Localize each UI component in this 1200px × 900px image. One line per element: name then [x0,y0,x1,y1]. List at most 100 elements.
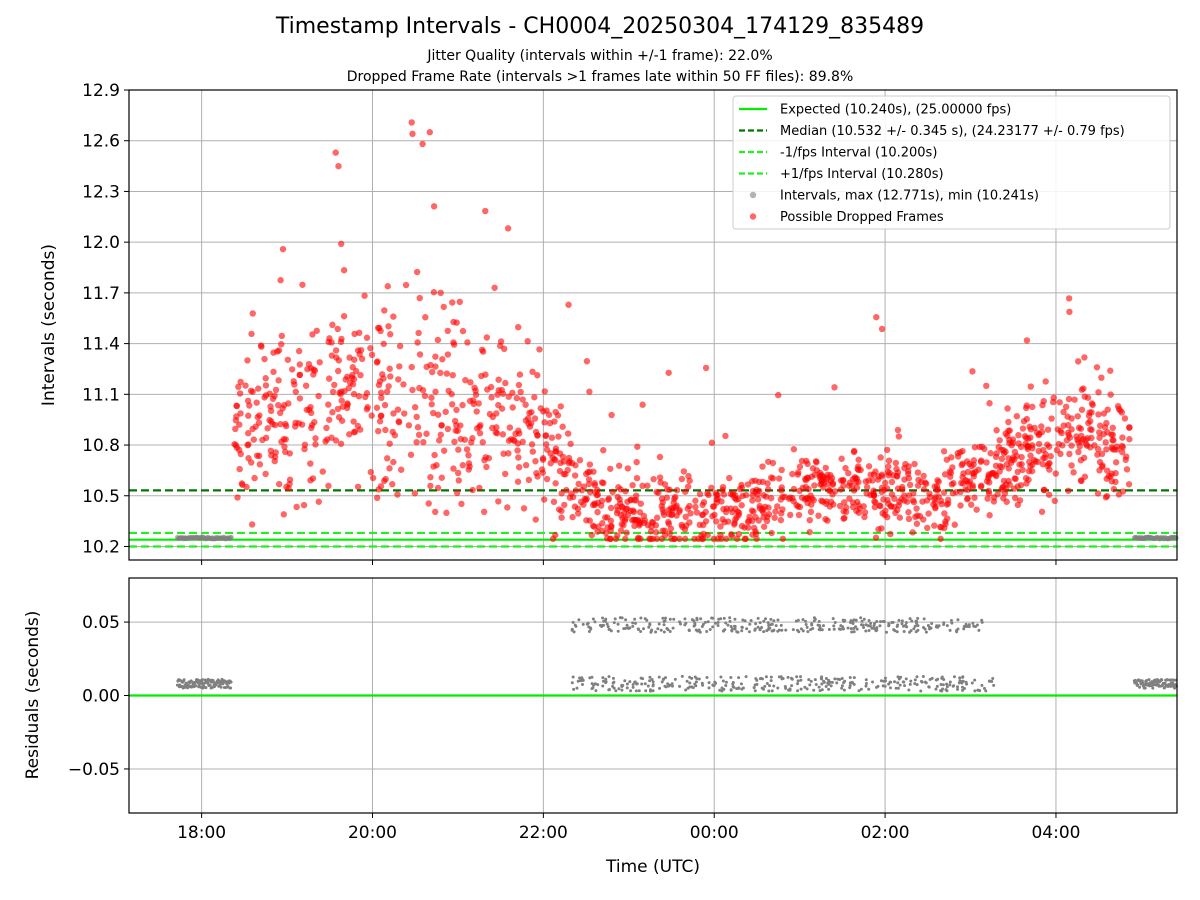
dropped-frame-point [883,446,891,454]
dropped-frame-point [541,388,548,395]
residual-point [1173,686,1177,690]
residual-point [956,627,960,631]
dropped-frame-point [735,530,743,538]
dropped-frame-point [877,454,884,461]
residual-point [949,618,953,622]
residual-point [796,689,800,693]
top-plot-frame [128,89,1178,561]
dropped-frame-point [1096,434,1103,441]
dropped-frame-point [598,479,606,486]
residual-point [722,616,726,620]
dropped-frame-point [295,347,303,355]
dropped-frame-point [528,409,535,416]
residual-point [708,628,712,632]
residual-point [864,682,868,686]
x-tick-label: 22:00 [519,823,568,843]
dropped-frame-point [1082,436,1090,444]
residual-point [902,680,906,684]
dropped-frame-point [607,527,614,534]
residual-point [700,681,704,685]
dropped-frame-point [994,491,1001,498]
dropped-frame-point [901,497,908,504]
residual-point [804,619,808,623]
residual-point [572,630,576,634]
residual-point [705,629,709,633]
bottom-y-axis-label: Residuals (seconds) [23,611,43,780]
residual-point [601,684,605,688]
dropped-frame-point [1088,434,1095,442]
residual-point [684,688,688,692]
dropped-frame-point [497,338,505,345]
residual-point [724,684,728,688]
dropped-frame-point [985,473,992,480]
dropped-frame-point [267,407,275,415]
dropped-frame-point [838,455,845,462]
dropped-frame-point [328,352,336,359]
residual-point [893,629,897,633]
residual-point [695,618,699,622]
dropped-frame-point [334,367,342,375]
dropped-frame-point [624,511,632,519]
residual-point [633,621,637,625]
dropped-frame-point [517,388,524,396]
dropped-frame-point [1034,458,1041,466]
residual-point [902,629,906,633]
dropped-frame-point [244,357,251,364]
dropped-frame-point [853,507,860,515]
residual-point [668,617,672,621]
residual-point [770,689,774,693]
residual-point [637,689,641,693]
dropped-frame-point [515,381,523,389]
dropped-frame-point [367,468,375,476]
dropped-frame-point [668,535,675,543]
dropped-frame-point [857,466,864,474]
residual-point [762,619,766,623]
dropped-frame-point [586,461,594,468]
dropped-frame-point [1026,423,1033,430]
legend-label: Median (10.532 +/- 0.345 s), (24.23177 +… [780,124,1125,139]
dropped-frame-point [274,348,281,355]
residual-point [606,625,610,629]
residual-point [893,680,897,684]
residual-point [678,620,682,624]
residual-point [784,628,788,632]
dropped-frame-point [520,505,528,512]
residual-point [827,678,831,682]
residual-point [816,623,820,627]
y-tick-label: 11.4 [82,335,120,355]
dropped-frame-point [350,390,358,398]
dropped-frame-point [555,433,562,440]
dropped-frame-point [895,433,903,440]
dropped-frame-point [329,409,336,416]
dropped-frame-point [380,340,387,348]
dropped-frame-point [850,447,858,455]
residual-point [804,622,808,626]
dropped-frame-point [444,351,452,358]
dropped-frame-point [1085,419,1092,427]
dropped-frame-point [542,432,550,439]
interval-point [228,534,234,540]
dropped-frame-point [561,501,568,509]
dropped-frame-point [736,485,744,493]
dropped-frame-point [713,518,720,525]
dropped-frame-point [534,473,541,480]
top-y-axis-label: Intervals (seconds) [39,244,59,406]
residual-point [795,675,799,679]
residual-point [744,675,748,679]
residual-point [229,680,233,684]
dropped-frame-point [752,528,759,535]
dropped-frame-point [1065,487,1072,494]
dropped-frame-point [1083,442,1091,449]
dropped-frame-point [920,472,927,480]
dropped-frame-point [415,431,423,439]
dropped-frame-point [292,419,299,427]
residual-point [590,687,594,691]
residual-point [872,624,876,628]
residual-point [813,678,817,682]
residual-point [948,680,952,684]
dropped-frame-point [914,482,922,489]
residual-point [862,625,866,629]
residual-point [596,683,600,687]
dropped-frame-point [1013,413,1021,420]
dropped-frame-point [237,378,244,386]
